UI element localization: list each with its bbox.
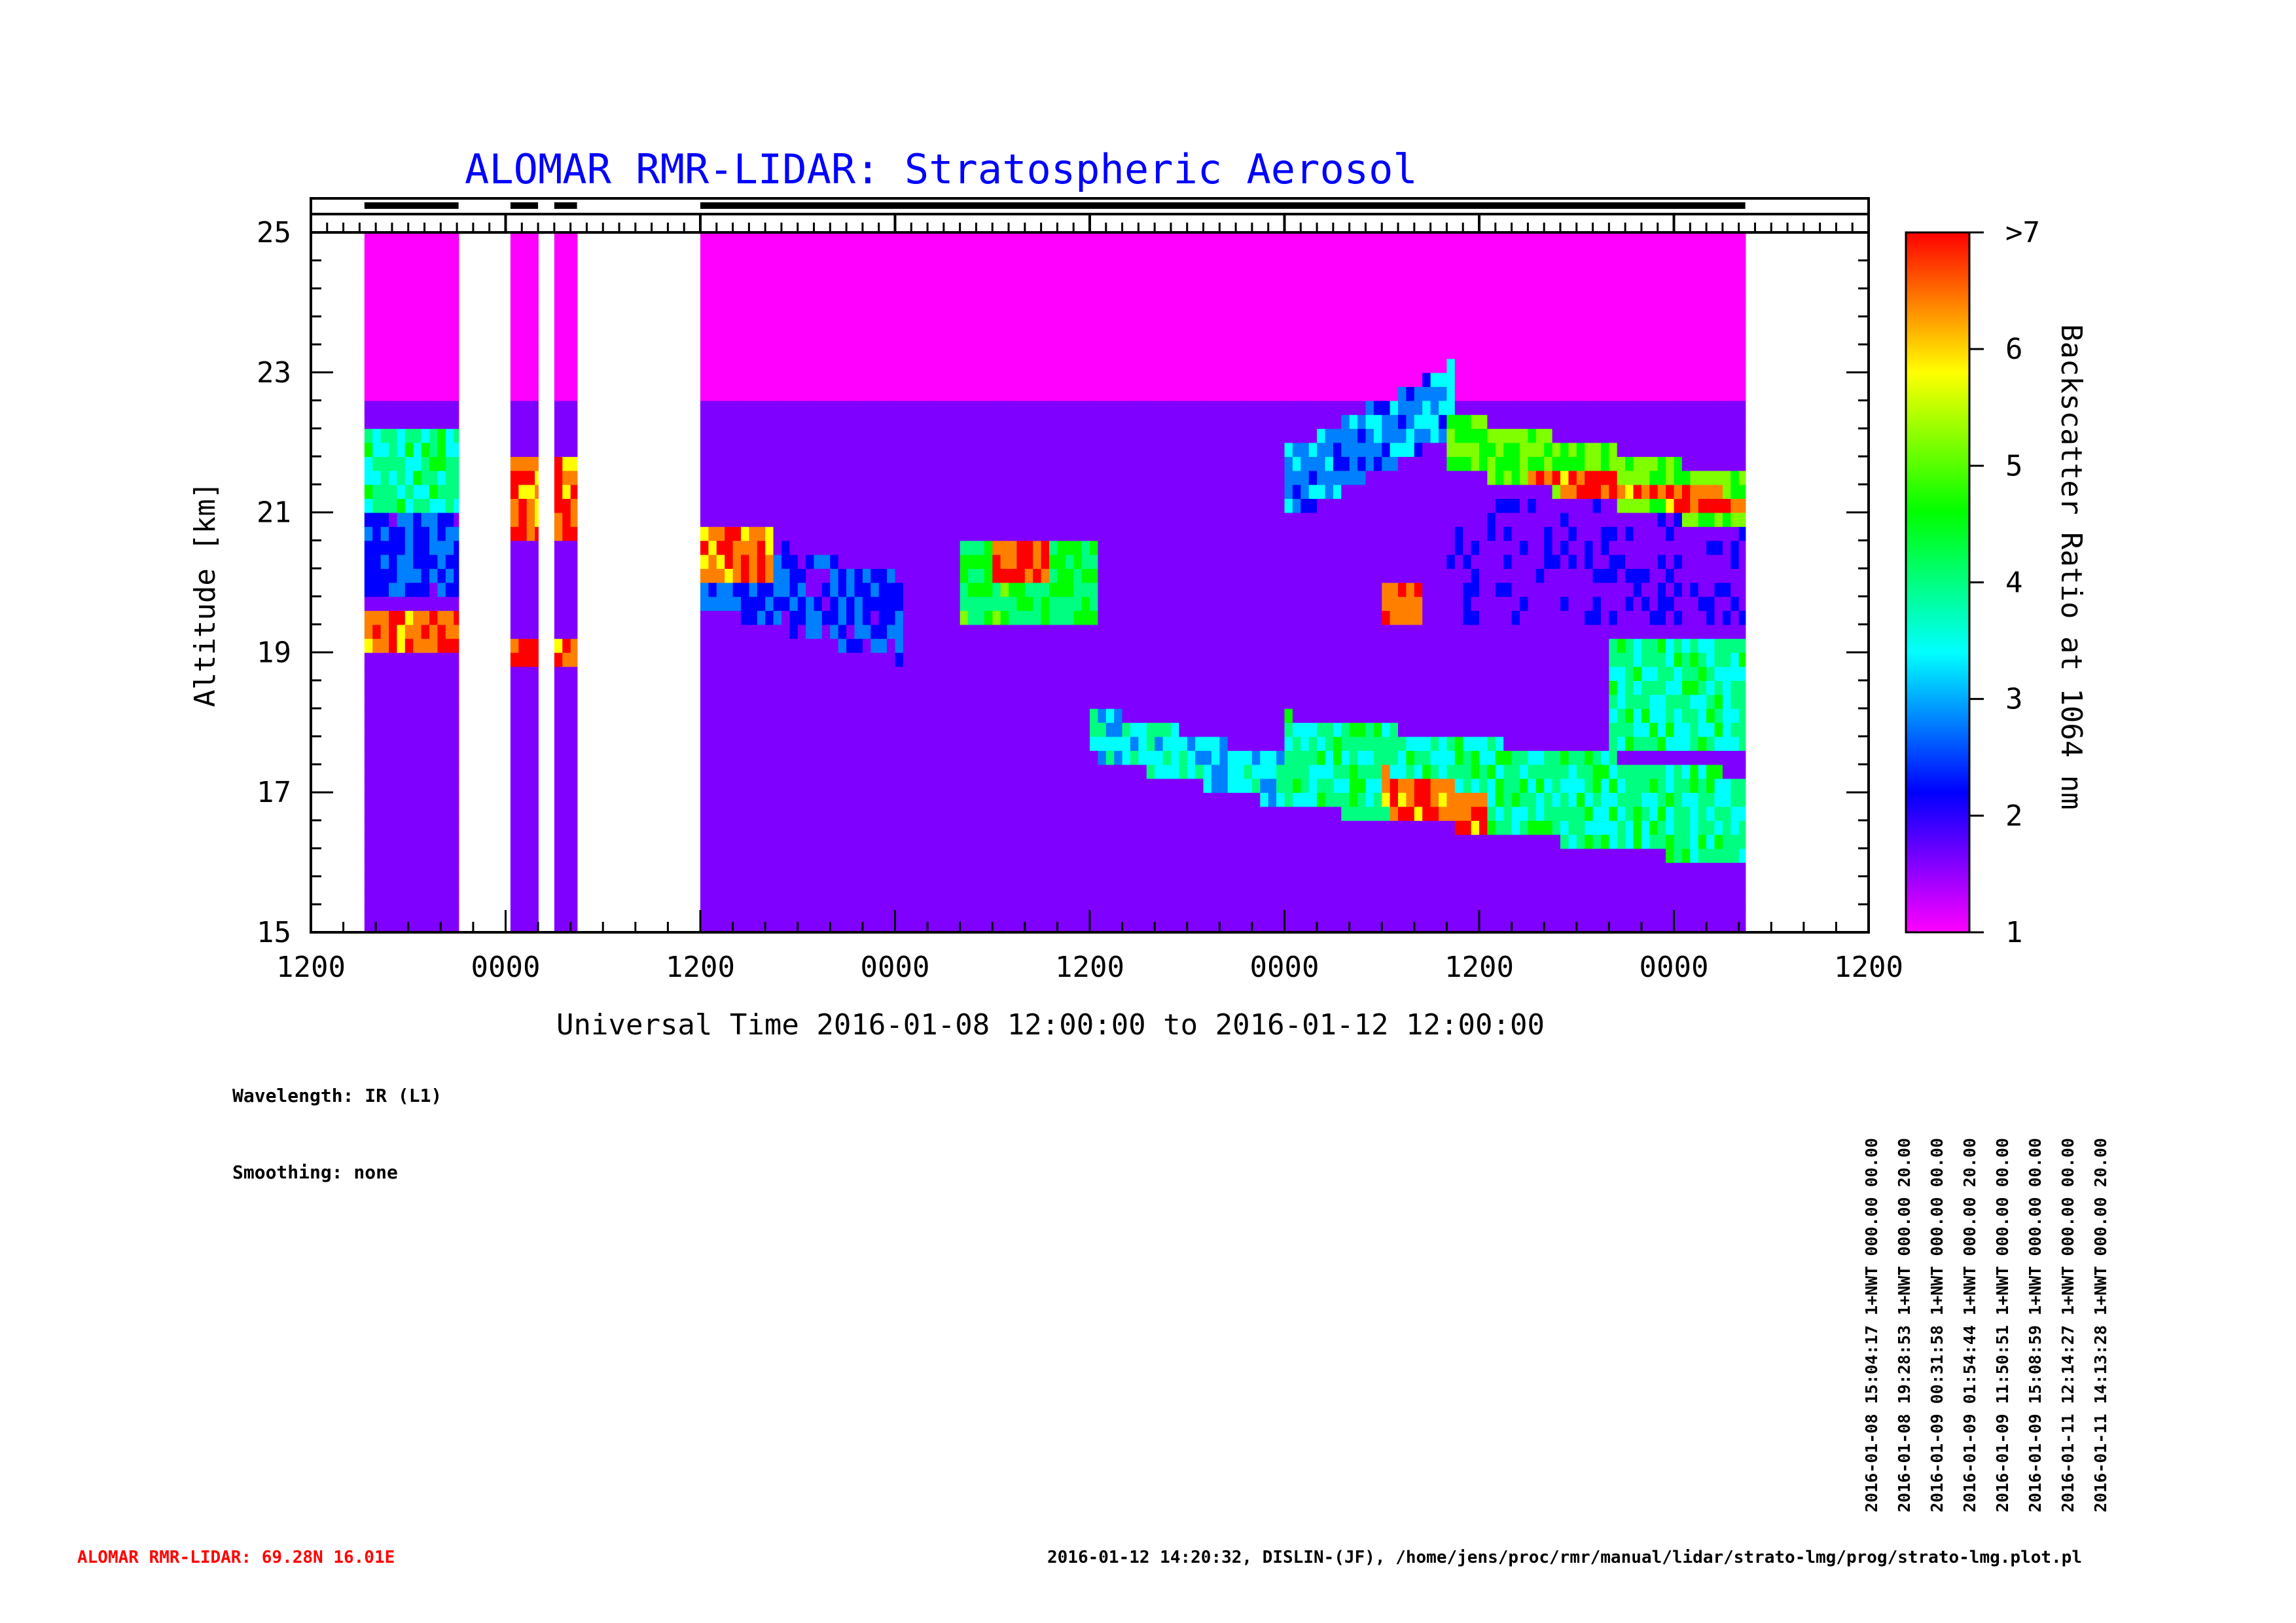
y-tick-label: 17 (257, 776, 291, 809)
colorbar-tick-label: 5 (2005, 449, 2023, 483)
x-tick-label: 0000 (861, 951, 930, 984)
y-axis-ticks: 15 17 19 21 23 25 (257, 216, 1869, 949)
x-tick-label: 1200 (666, 951, 735, 984)
wavelength-label: Wavelength: IR (L1) (232, 1085, 442, 1106)
run-entry: 2016-01-09 11:50:51 1+NWT 000.00 00.00 (1993, 1138, 2012, 1512)
plot-area: 1200 0000 1200 0000 1200 0000 1200 0000 1200 151… (257, 216, 1903, 984)
period-mark (364, 202, 459, 209)
period-mark (554, 202, 577, 209)
backscatter-heatmap (364, 232, 1746, 932)
period-mark (510, 202, 539, 209)
colorbar-tick-label: 4 (2005, 566, 2023, 600)
x-tick-label: 1200 (1834, 951, 1903, 984)
y-tick-label: 23 (257, 356, 291, 390)
run-entry: 2016-01-08 19:28:53 1+NWT 000.00 20.00 (1895, 1138, 1914, 1512)
colorbar-ticks: 1 2 3 4 5 6 >7 (1969, 216, 2040, 949)
run-entry: 2016-01-09 00:31:58 1+NWT 000.00 00.00 (1928, 1138, 1946, 1512)
x-tick-label: 0000 (1250, 951, 1319, 984)
run-entry: 2016-01-09 01:54:44 1+NWT 000.00 20.00 (1960, 1138, 1979, 1512)
measurement-period-bar (310, 197, 1870, 234)
y-tick-label: 15 (257, 916, 291, 949)
measurement-runs-list: 2016-01-08 15:04:17 1+NWT 000.00 00.00 20… (1862, 1138, 2110, 1512)
run-entry: 2016-01-11 12:14:27 1+NWT 000.00 00.00 (2058, 1138, 2077, 1512)
x-tick-label: 1200 (1055, 951, 1124, 984)
run-entry: 2016-01-11 14:13:28 1+NWT 000.00 20.00 (2091, 1138, 2110, 1512)
colorbar-tick-label: >7 (2005, 216, 2040, 249)
run-entry: 2016-01-09 15:08:59 1+NWT 000.00 00.00 (2026, 1138, 2045, 1512)
period-mark (700, 202, 1746, 209)
chart-title: ALOMAR RMR-LIDAR: Stratospheric Aerosol (465, 145, 1418, 193)
x-axis-label: Universal Time 2016-01-08 12:00:00 to 20… (556, 1008, 1545, 1042)
x-tick-label: 0000 (471, 951, 541, 984)
colorbar-tick-label: 3 (2005, 683, 2023, 716)
station-label: ALOMAR RMR-LIDAR: 69.28N 16.01E (77, 1548, 395, 1567)
colorbar-label: Backscatter Ratio at 1064 nm (2054, 324, 2088, 810)
y-tick-label: 25 (257, 216, 291, 249)
y-axis-label: Altitude [km] (188, 482, 222, 707)
colorbar: 1 2 3 4 5 6 >7 (1905, 216, 2040, 949)
colorbar-tick-label: 1 (2005, 916, 2023, 949)
colorbar-tick-label: 6 (2005, 333, 2023, 366)
x-tick-label: 0000 (1640, 951, 1709, 984)
y-tick-label: 21 (257, 496, 291, 530)
y-tick-label: 19 (257, 636, 291, 669)
run-entry: 2016-01-08 15:04:17 1+NWT 000.00 00.00 (1862, 1138, 1881, 1512)
plot-metadata: 2016-01-12 14:20:32, DISLIN-(JF), /home/… (1047, 1548, 2082, 1567)
smoothing-label: Smoothing: none (232, 1161, 398, 1183)
colorbar-tick-label: 2 (2005, 799, 2023, 833)
x-axis-ticks: 1200 0000 1200 0000 1200 0000 1200 0000 1200 (276, 910, 1903, 984)
x-tick-label: 1200 (1444, 951, 1514, 984)
colorbar-gradient (1905, 231, 1971, 934)
x-tick-label: 1200 (276, 951, 346, 984)
